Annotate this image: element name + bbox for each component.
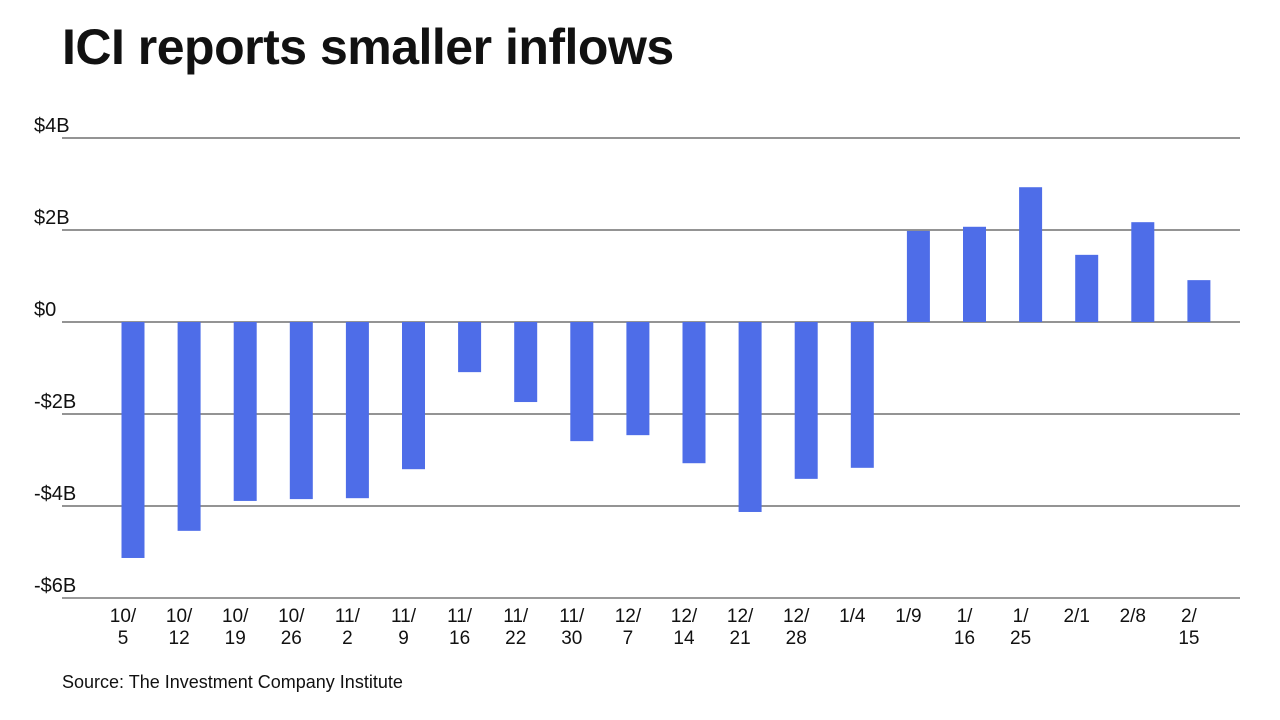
x-tick-label: 11/22 <box>503 606 529 649</box>
x-tick-label: 11/30 <box>559 606 585 649</box>
bar-11-9 <box>402 322 425 470</box>
x-tick-label: 10/26 <box>278 606 305 649</box>
x-tick-label: 10/12 <box>166 606 193 649</box>
bar-12-28 <box>794 322 818 479</box>
y-axis-ticks: $4B $2B $0 -$2B -$4B -$6B <box>34 115 76 597</box>
x-tick-label: 12/14 <box>671 606 698 649</box>
bar-12-21 <box>738 322 762 512</box>
x-tick-label: 12/7 <box>615 606 642 649</box>
gridlines <box>62 137 1240 599</box>
y-tick-label: $2B <box>34 207 70 229</box>
bar-11-16 <box>458 322 482 373</box>
y-tick-label: $0 <box>34 299 56 321</box>
bar-10-5 <box>121 322 145 558</box>
source-note: Source: The Investment Company Institute <box>62 672 403 692</box>
y-tick-label: -$4B <box>34 483 76 505</box>
bar-11-22 <box>514 322 538 403</box>
bars <box>121 187 1211 558</box>
bar-1-16 <box>963 226 986 322</box>
x-tick-label: 11/9 <box>391 606 417 649</box>
x-tick-label: 1/4 <box>839 606 866 627</box>
x-tick-label: 1/16 <box>954 606 975 649</box>
bar-2-15 <box>1187 280 1211 322</box>
x-tick-label: 10/5 <box>110 606 137 649</box>
bar-10-12 <box>177 322 201 531</box>
y-tick-label: -$6B <box>34 575 76 597</box>
x-tick-label: 1/25 <box>1010 606 1031 649</box>
bar-11-2 <box>345 322 369 499</box>
bar-2-8 <box>1131 222 1155 322</box>
bar-1-4 <box>850 322 874 468</box>
y-tick-label: -$2B <box>34 391 76 413</box>
bar-1-9 <box>906 230 930 322</box>
x-tick-label: 12/28 <box>783 606 810 649</box>
x-tick-label: 10/19 <box>222 606 249 649</box>
x-tick-label: 11/16 <box>447 606 473 649</box>
bar-1-25 <box>1019 187 1043 322</box>
bar-12-7 <box>626 322 650 436</box>
bar-11-30 <box>570 322 594 442</box>
y-tick-label: $4B <box>34 115 70 137</box>
x-tick-label: 2/1 <box>1063 606 1089 627</box>
x-tick-label: 12/21 <box>727 606 754 649</box>
x-axis-ticks: 10/5 10/12 10/19 10/26 11/2 11/9 11/16 11/22 11/… <box>110 606 1200 649</box>
bar-12-14 <box>682 322 706 464</box>
bar-2-1 <box>1075 254 1099 322</box>
bar-10-26 <box>289 322 313 500</box>
x-tick-label: 1/9 <box>895 606 921 627</box>
bar-10-19 <box>233 322 257 501</box>
chart-title: ICI reports smaller inflows <box>62 19 674 75</box>
x-tick-label: 11/2 <box>335 606 361 649</box>
x-tick-label: 2/8 <box>1120 606 1146 627</box>
x-tick-label: 2/15 <box>1178 606 1199 649</box>
